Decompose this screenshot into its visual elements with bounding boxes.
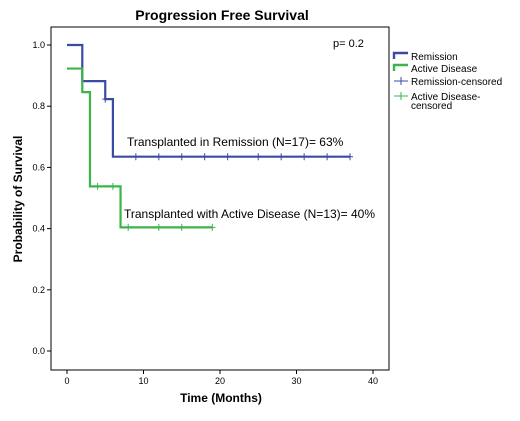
remission-annotation: Transplanted in Remission (N=17)= 63% <box>127 135 344 149</box>
x-tick-label: 30 <box>291 376 301 386</box>
series-line-active-disease <box>67 67 213 229</box>
censor-mark <box>132 153 139 161</box>
legend-label: censored <box>411 101 452 112</box>
censor-mark <box>209 223 216 231</box>
x-axis-title: Time (Months) <box>180 391 262 405</box>
p-value-label: p= 0.2 <box>333 38 364 50</box>
censor-mark <box>155 223 162 231</box>
legend-label: Active Disease <box>411 64 478 75</box>
censor-mark <box>301 153 308 161</box>
censor-mark <box>255 153 262 161</box>
censor-mark <box>102 95 109 103</box>
censor-mark <box>278 153 285 161</box>
y-tick-label: 0.4 <box>32 224 45 234</box>
censor-mark <box>178 153 185 161</box>
legend-swatch <box>394 92 408 100</box>
y-tick-label: 0.2 <box>32 285 45 295</box>
censor-mark <box>125 223 132 231</box>
legend-label: Active Disease- <box>411 92 480 103</box>
legend-swatch <box>392 63 408 71</box>
censor-mark <box>324 153 331 161</box>
legend-label: Remission <box>411 52 458 63</box>
legend-swatch <box>392 51 408 59</box>
legend-label: Remission-censored <box>411 77 502 88</box>
active-disease-annotation: Transplanted with Active Disease (N=13)=… <box>124 207 375 221</box>
x-tick-label: 0 <box>64 376 69 386</box>
censor-mark <box>94 182 101 190</box>
censor-mark <box>347 153 354 161</box>
series-line-remission <box>67 43 351 158</box>
x-tick-label: 10 <box>138 376 148 386</box>
x-tick-label: 40 <box>368 376 378 386</box>
chart-title: Progression Free Survival <box>135 7 309 23</box>
censor-mark <box>109 182 116 190</box>
censor-mark <box>201 153 208 161</box>
censor-mark <box>224 153 231 161</box>
y-tick-label: 0.0 <box>32 346 45 356</box>
censor-mark <box>178 223 185 231</box>
x-tick-label: 20 <box>215 376 225 386</box>
y-tick-label: 1.0 <box>32 40 45 50</box>
legend-swatch <box>394 77 408 85</box>
censor-mark <box>155 153 162 161</box>
y-axis-title: Probability of Survival <box>11 136 25 263</box>
y-tick-label: 0.8 <box>32 101 45 111</box>
plot-frame <box>50 26 390 371</box>
y-tick-label: 0.6 <box>32 162 45 172</box>
